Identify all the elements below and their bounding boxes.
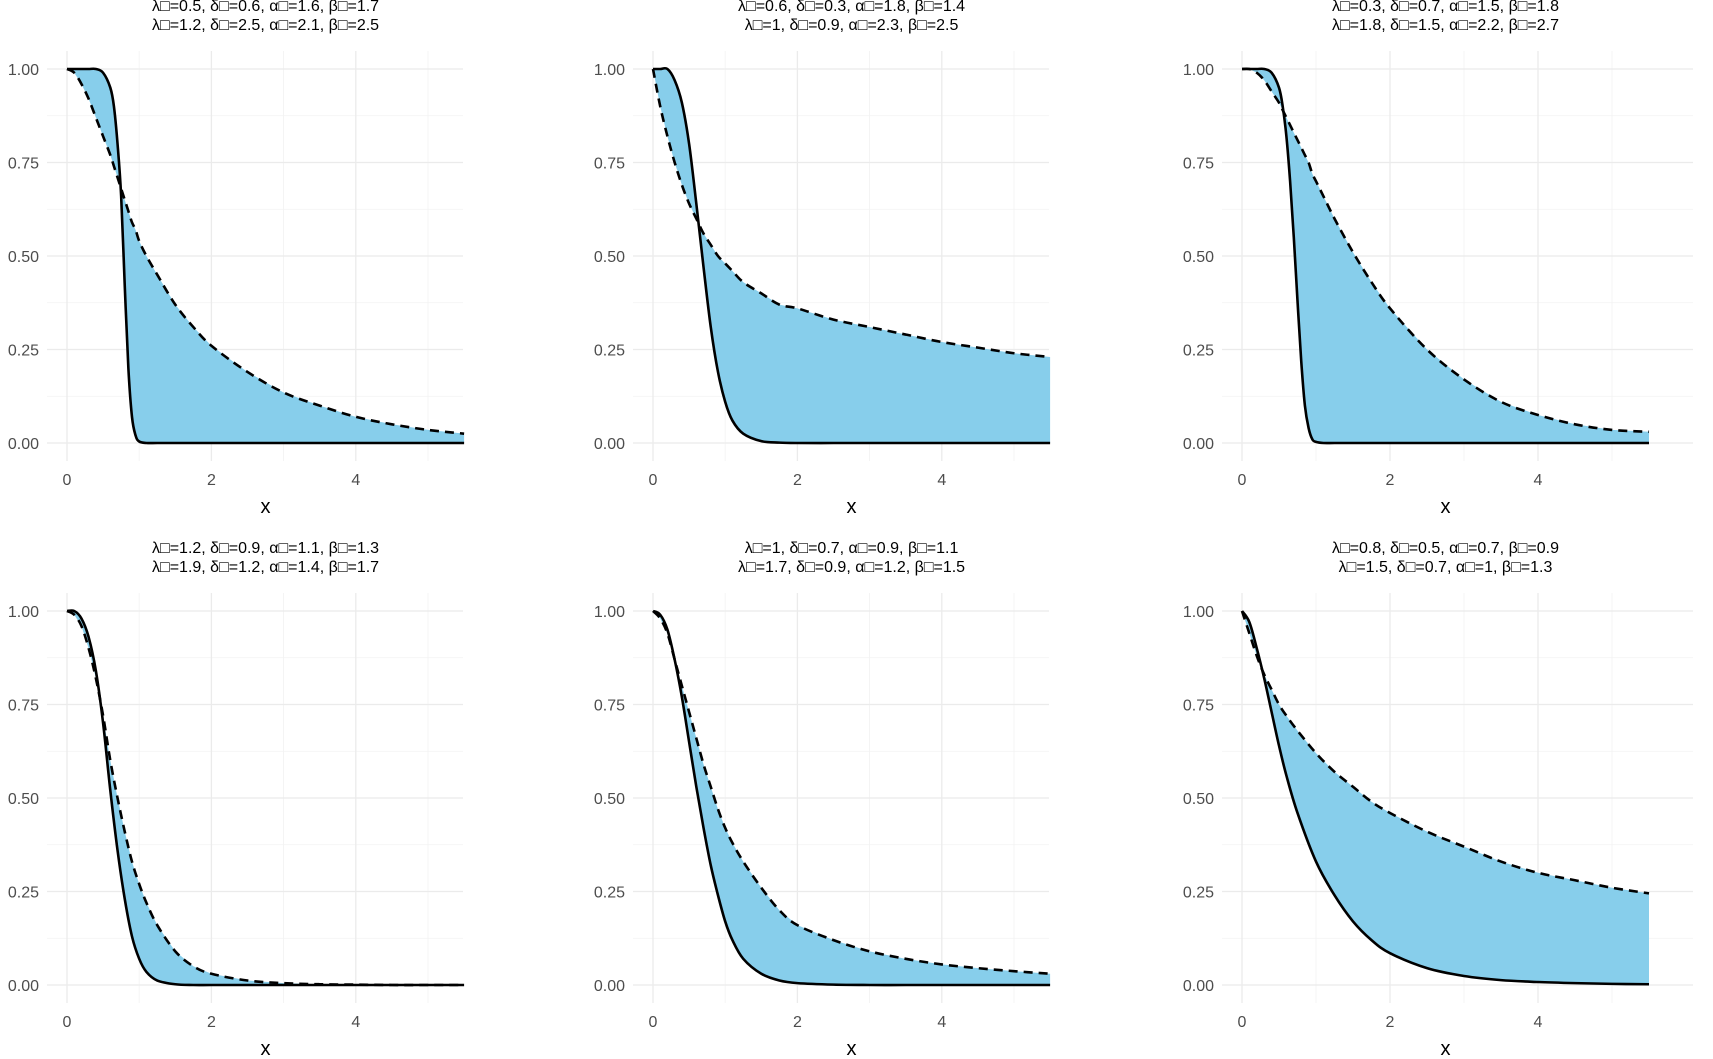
series-line-solid: [652, 609, 1051, 987]
panel-top-left: 0.00 0.25 0.50 0.75 1.00 0 2 4 x λ□=0.5, δ□=0.6, …: [8, 0, 465, 518]
panel-title-line: λ□=1.9, δ□=1.2, α□=1.4, β□=1.7: [152, 559, 379, 576]
panel-bottom-left: 0.00 0.25 0.50 0.75 1.00 0 2 4 x λ□=1.2, δ□=0.9, …: [8, 540, 465, 1059]
panel-title-line: λ□=1, δ□=0.9, α□=2.3, β□=2.5: [745, 17, 959, 34]
y-tick-label: 0.00: [594, 978, 625, 995]
y-tick-label: 0.50: [8, 791, 39, 808]
fill-between-area: [67, 69, 465, 443]
y-tick-label: 0.50: [594, 249, 625, 266]
x-tick-label: 4: [351, 472, 360, 489]
x-tick-label: 2: [207, 1014, 216, 1031]
fill-between-area: [653, 611, 1051, 985]
series-line-dashed: [1241, 67, 1650, 434]
panel-title-line: λ□=1, δ□=0.7, α□=0.9, β□=1.1: [745, 540, 959, 557]
x-axis-title: x: [261, 496, 271, 518]
y-tick-label: 0.00: [594, 436, 625, 453]
x-tick-label: 4: [937, 472, 946, 489]
y-tick-label: 0.25: [1183, 343, 1214, 360]
y-tick-label: 0.75: [1183, 698, 1214, 715]
x-tick-label: 2: [793, 472, 802, 489]
fill-between-area: [653, 69, 1051, 443]
y-tick-label: 0.50: [1183, 249, 1214, 266]
panel-title-line: λ□=0.6, δ□=0.3, α□=1.8, β□=1.4: [738, 0, 965, 15]
y-tick-label: 0.25: [1183, 885, 1214, 902]
series-line-dashed: [66, 67, 465, 435]
y-tick-label: 0.00: [8, 436, 39, 453]
y-tick-label: 0.00: [8, 978, 39, 995]
x-tick-label: 0: [649, 472, 658, 489]
y-tick-label: 0.50: [8, 249, 39, 266]
y-tick-label: 0.75: [8, 156, 39, 173]
panel-title-line: λ□=1.7, δ□=0.9, α□=1.2, β□=1.5: [738, 559, 965, 576]
panel-bottom-right: 0.00 0.25 0.50 0.75 1.00 0 2 4 x λ□=0.8, δ□=0.5, …: [1183, 540, 1693, 1059]
y-tick-label: 0.75: [594, 698, 625, 715]
y-tick-label: 0.75: [8, 698, 39, 715]
fill-between-area: [1242, 611, 1649, 985]
x-tick-label: 0: [63, 1014, 72, 1031]
x-axis-title: x: [847, 496, 857, 518]
x-tick-label: 0: [1238, 472, 1247, 489]
x-axis-title: x: [261, 1038, 271, 1059]
x-tick-label: 4: [1534, 472, 1543, 489]
x-tick-label: 0: [649, 1014, 658, 1031]
x-tick-label: 2: [1386, 1014, 1395, 1031]
panel-title-line: λ□=1.2, δ□=2.5, α□=2.1, β□=2.5: [152, 17, 379, 34]
x-tick-label: 0: [63, 472, 72, 489]
panel-bottom-middle: 0.00 0.25 0.50 0.75 1.00 0 2 4 x λ□=1, δ□=0.7, α□…: [594, 540, 1051, 1059]
y-tick-label: 0.25: [8, 885, 39, 902]
x-axis-title: x: [1441, 496, 1451, 518]
series-line-dashed: [652, 610, 1051, 976]
series-line-solid: [1242, 67, 1649, 445]
x-tick-label: 4: [937, 1014, 946, 1031]
panel-title-line: λ□=1.5, δ□=0.7, α□=1, β□=1.3: [1339, 559, 1553, 576]
series-line-dashed: [1240, 610, 1650, 895]
panel-top-middle: 0.00 0.25 0.50 0.75 1.00 0 2 4 x λ□=0.6, δ□=0.3, …: [594, 0, 1051, 518]
series-line-solid: [1240, 610, 1650, 986]
x-tick-label: 2: [793, 1014, 802, 1031]
panel-title-line: λ□=0.8, δ□=0.5, α□=0.7, β□=0.9: [1332, 540, 1559, 557]
series-line-solid: [653, 66, 1051, 445]
y-tick-label: 0.25: [594, 343, 625, 360]
y-tick-label: 1.00: [8, 604, 39, 621]
x-tick-label: 4: [351, 1014, 360, 1031]
y-tick-label: 0.75: [1183, 156, 1214, 173]
y-tick-label: 1.00: [1183, 62, 1214, 79]
y-tick-label: 1.00: [594, 62, 625, 79]
panel-top-right: 0.00 0.25 0.50 0.75 1.00 0 2 4 x λ□=0.3, δ□=0.7, …: [1183, 0, 1693, 518]
panel-title-line: λ□=0.5, δ□=0.6, α□=1.6, β□=1.7: [152, 0, 379, 15]
fill-between-area: [1242, 69, 1649, 443]
x-tick-label: 0: [1238, 1014, 1247, 1031]
panel-title-line: λ□=0.3, δ□=0.7, α□=1.5, β□=1.8: [1332, 0, 1559, 15]
x-axis-title: x: [847, 1038, 857, 1059]
panel-title-line: λ□=1.8, δ□=1.5, α□=2.2, β□=2.7: [1332, 17, 1559, 34]
series-line-dashed: [66, 609, 465, 987]
y-tick-label: 0.00: [1183, 978, 1214, 995]
x-axis-title: x: [1441, 1038, 1451, 1059]
y-tick-label: 0.25: [594, 885, 625, 902]
x-tick-label: 2: [207, 472, 216, 489]
y-tick-label: 0.50: [594, 791, 625, 808]
y-tick-label: 1.00: [8, 62, 39, 79]
x-tick-label: 4: [1534, 1014, 1543, 1031]
x-tick-label: 2: [1386, 472, 1395, 489]
y-tick-label: 0.50: [1183, 791, 1214, 808]
panel-title-line: λ□=1.2, δ□=0.9, α□=1.1, β□=1.3: [152, 540, 379, 557]
series-line-dashed: [651, 68, 1051, 359]
y-tick-label: 1.00: [594, 604, 625, 621]
y-tick-label: 0.25: [8, 343, 39, 360]
series-line-solid: [67, 67, 465, 445]
y-tick-label: 0.75: [594, 156, 625, 173]
y-tick-label: 0.00: [1183, 436, 1214, 453]
y-tick-label: 1.00: [1183, 604, 1214, 621]
